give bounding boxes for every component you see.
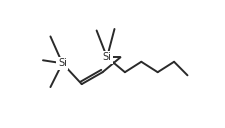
Text: Si: Si [102,52,111,62]
Text: Si: Si [58,58,67,68]
